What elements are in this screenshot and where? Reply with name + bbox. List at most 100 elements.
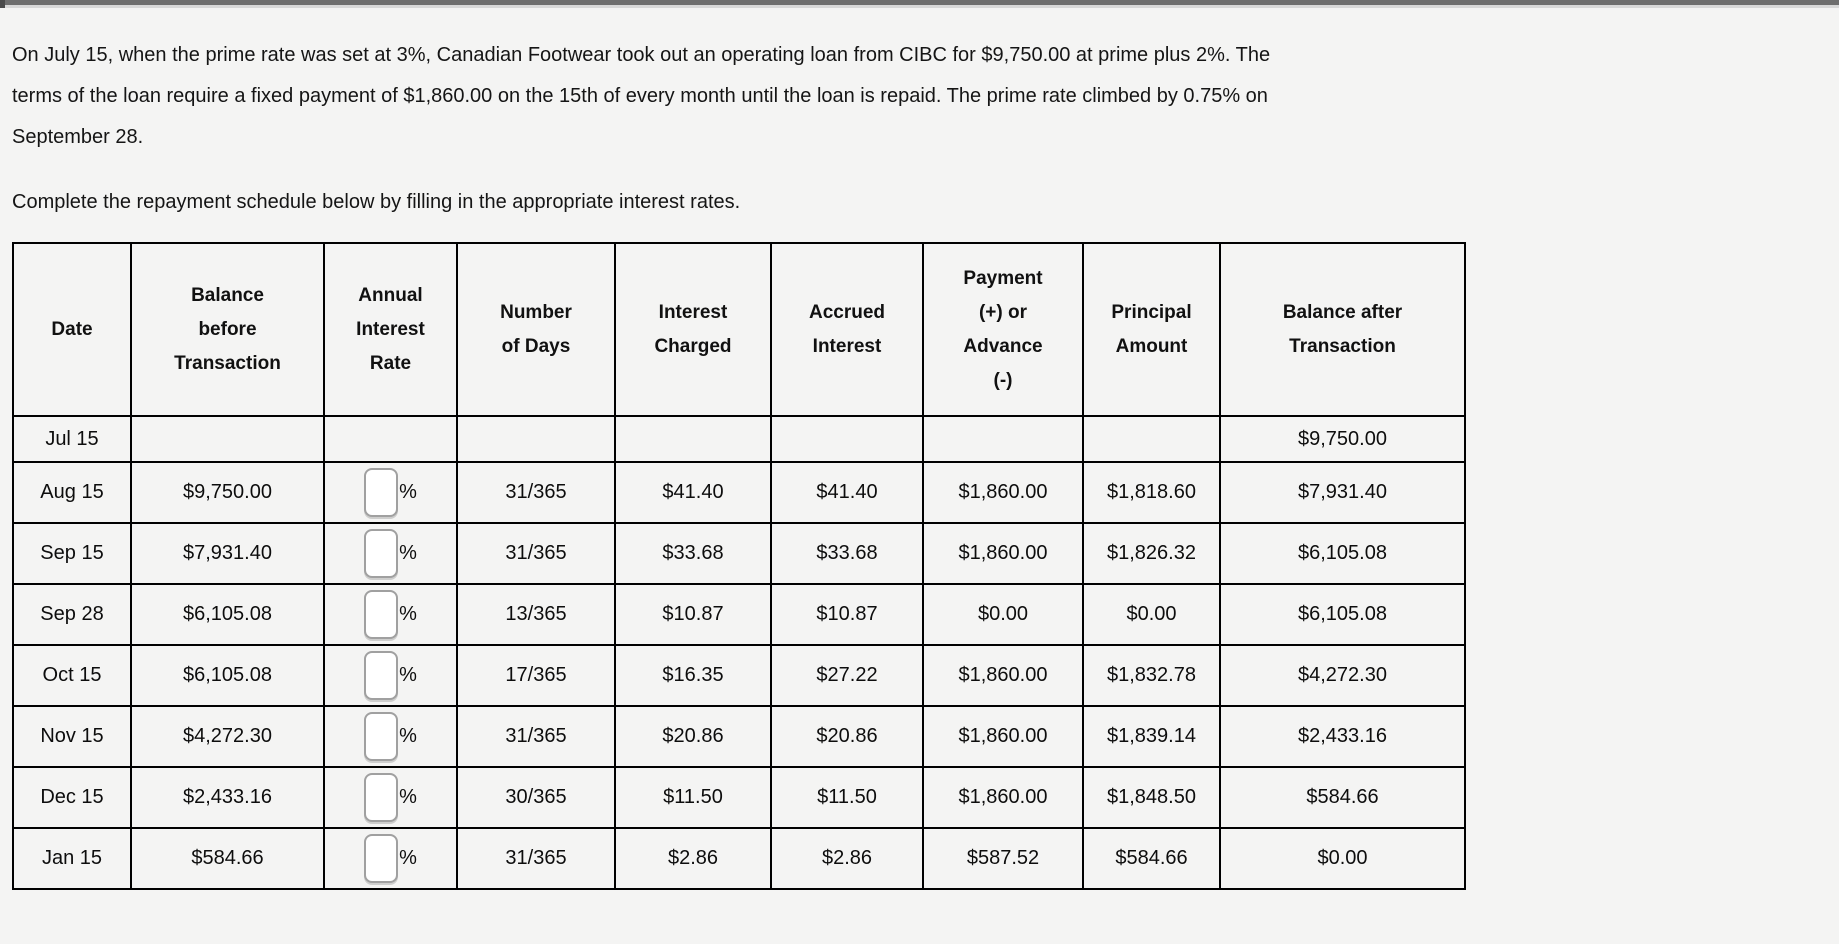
cell-balance-before: $6,105.08: [130, 583, 325, 646]
cell-balance-after: $0.00: [1219, 827, 1466, 890]
table-row: Sep 15 $7,931.40% 31/365 $33.68 $33.68 $1,860…: [12, 522, 1466, 585]
annual-interest-rate-entry: %: [364, 773, 417, 822]
cell-days: 17/365: [456, 644, 616, 707]
cell-date: Sep 28: [12, 583, 132, 646]
cell-date: Jul 15: [12, 415, 132, 463]
cell-balance-after: $6,105.08: [1219, 583, 1466, 646]
cell-principal: [1082, 415, 1221, 463]
cell-date: Dec 15: [12, 766, 132, 829]
cell-principal: $1,826.32: [1082, 522, 1221, 585]
problem-statement-line-1: On July 15, when the prime rate was set …: [12, 44, 1271, 66]
cell-balance-before: $9,750.00: [130, 461, 325, 524]
cell-balance-before: [130, 415, 325, 463]
column-header-balance-before: Balance before Transaction: [130, 242, 325, 417]
annual-interest-rate-entry: %: [364, 529, 417, 578]
cell-balance-after: $584.66: [1219, 766, 1466, 829]
annual-interest-rate-input[interactable]: [364, 468, 399, 517]
cell-principal: $1,818.60: [1082, 461, 1221, 524]
percent-suffix: %: [399, 786, 417, 808]
column-header-number-of-days: Number of Days: [456, 242, 616, 417]
cell-balance-after: $6,105.08: [1219, 522, 1466, 585]
cell-payment: $0.00: [922, 583, 1084, 646]
cell-balance-before: $4,272.30: [130, 705, 325, 768]
cell-rate: %: [323, 461, 458, 524]
cell-balance-after: $2,433.16: [1219, 705, 1466, 768]
cell-payment: $1,860.00: [922, 644, 1084, 707]
percent-suffix: %: [399, 847, 417, 869]
cell-accrued-interest: $33.68: [770, 522, 924, 585]
cell-rate: %: [323, 583, 458, 646]
repayment-schedule-table: Date Balance before Transaction Annual I…: [12, 242, 1466, 890]
cell-days: 31/365: [456, 522, 616, 585]
table-row: Jul 15 $9,750.00: [12, 415, 1466, 463]
problem-statement: On July 15, when the prime rate was set …: [12, 35, 1819, 158]
percent-suffix: %: [399, 481, 417, 503]
cell-interest-charged: $10.87: [614, 583, 772, 646]
cell-payment: $1,860.00: [922, 705, 1084, 768]
top-divider-bar-nub: [0, 0, 5, 8]
cell-balance-after: $9,750.00: [1219, 415, 1466, 463]
problem-statement-line-2: terms of the loan require a fixed paymen…: [12, 85, 1268, 107]
top-divider-bar-dark: [0, 0, 1839, 5]
problem-statement-line-3: September 28.: [12, 126, 144, 148]
cell-payment: [922, 415, 1084, 463]
cell-date: Sep 15: [12, 522, 132, 585]
cell-principal: $0.00: [1082, 583, 1221, 646]
percent-suffix: %: [399, 603, 417, 625]
cell-date: Aug 15: [12, 461, 132, 524]
cell-accrued-interest: $11.50: [770, 766, 924, 829]
cell-interest-charged: $33.68: [614, 522, 772, 585]
annual-interest-rate-input[interactable]: [364, 590, 399, 639]
cell-balance-before: $584.66: [130, 827, 325, 890]
cell-interest-charged: $16.35: [614, 644, 772, 707]
cell-interest-charged: $2.86: [614, 827, 772, 890]
cell-interest-charged: $20.86: [614, 705, 772, 768]
cell-accrued-interest: $27.22: [770, 644, 924, 707]
cell-payment: $587.52: [922, 827, 1084, 890]
cell-interest-charged: $11.50: [614, 766, 772, 829]
cell-accrued-interest: $41.40: [770, 461, 924, 524]
cell-rate: %: [323, 827, 458, 890]
cell-days: [456, 415, 616, 463]
cell-principal: $584.66: [1082, 827, 1221, 890]
annual-interest-rate-input[interactable]: [364, 712, 399, 761]
cell-rate: %: [323, 644, 458, 707]
column-header-payment-advance: Payment (+) or Advance (-): [922, 242, 1084, 417]
table-row: Aug 15 $9,750.00% 31/365 $41.40 $41.40 $1,860…: [12, 461, 1466, 524]
cell-accrued-interest: $20.86: [770, 705, 924, 768]
cell-date: Nov 15: [12, 705, 132, 768]
annual-interest-rate-input[interactable]: [364, 773, 399, 822]
cell-days: 30/365: [456, 766, 616, 829]
cell-payment: $1,860.00: [922, 522, 1084, 585]
cell-date: Jan 15: [12, 827, 132, 890]
annual-interest-rate-entry: %: [364, 834, 417, 883]
column-header-accrued-interest: Accrued Interest: [770, 242, 924, 417]
cell-interest-charged: $41.40: [614, 461, 772, 524]
cell-balance-after: $7,931.40: [1219, 461, 1466, 524]
cell-balance-before: $7,931.40: [130, 522, 325, 585]
cell-balance-after: $4,272.30: [1219, 644, 1466, 707]
cell-accrued-interest: $2.86: [770, 827, 924, 890]
percent-suffix: %: [399, 725, 417, 747]
cell-principal: $1,839.14: [1082, 705, 1221, 768]
annual-interest-rate-entry: %: [364, 590, 417, 639]
table-row: Sep 28 $6,105.08% 13/365 $10.87 $10.87 $0.00 $…: [12, 583, 1466, 646]
percent-suffix: %: [399, 542, 417, 564]
instruction-text: Complete the repayment schedule below by…: [12, 191, 741, 213]
table-row: Nov 15 $4,272.30% 31/365 $20.86 $20.86 $1,860…: [12, 705, 1466, 768]
cell-days: 31/365: [456, 461, 616, 524]
annual-interest-rate-input[interactable]: [364, 651, 399, 700]
cell-balance-before: $2,433.16: [130, 766, 325, 829]
annual-interest-rate-input[interactable]: [364, 529, 399, 578]
cell-days: 31/365: [456, 705, 616, 768]
column-header-interest-charged: Interest Charged: [614, 242, 772, 417]
cell-interest-charged: [614, 415, 772, 463]
header-row: Date Balance before Transaction Annual I…: [12, 242, 1466, 417]
annual-interest-rate-input[interactable]: [364, 834, 399, 883]
cell-accrued-interest: [770, 415, 924, 463]
annual-interest-rate-entry: %: [364, 651, 417, 700]
cell-rate: %: [323, 522, 458, 585]
cell-balance-before: $6,105.08: [130, 644, 325, 707]
top-divider-bar: [0, 0, 1839, 8]
cell-days: 13/365: [456, 583, 616, 646]
